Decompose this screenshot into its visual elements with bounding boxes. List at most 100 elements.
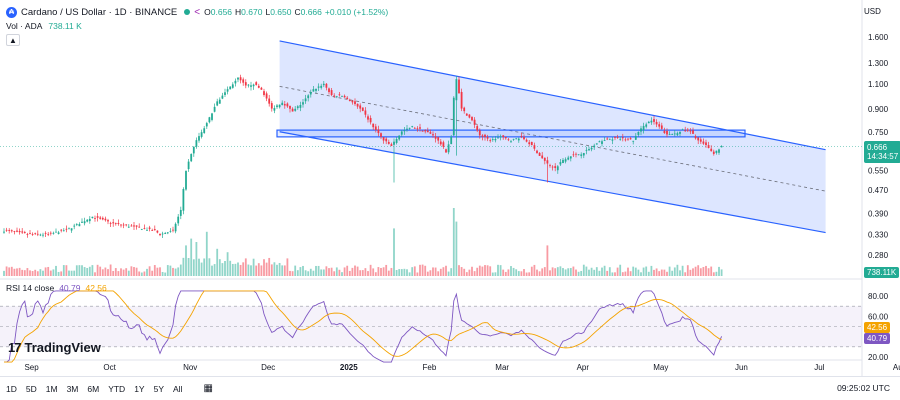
volume-bar xyxy=(55,265,57,276)
volume-bar xyxy=(234,263,237,276)
volume-bar xyxy=(156,267,159,276)
volume-bar xyxy=(411,267,414,276)
candle-body xyxy=(569,156,572,159)
volume-bar xyxy=(94,272,96,276)
volume-bar xyxy=(400,269,403,276)
volume-bar xyxy=(658,271,661,276)
volume-bar xyxy=(434,267,437,276)
volume-bar xyxy=(634,267,637,276)
timeframe-6m[interactable]: 6M xyxy=(87,383,100,394)
volume-legend: Vol · ADA 738.11 K xyxy=(6,21,82,31)
symbol-title[interactable]: Cardano / US Dollar · 1D · BINANCE xyxy=(21,6,178,18)
volume-bar xyxy=(304,270,307,276)
candle-body xyxy=(335,96,338,98)
candle-body xyxy=(473,119,476,125)
candle-body xyxy=(361,107,364,111)
volume-bar xyxy=(192,259,195,276)
volume-bar xyxy=(653,269,655,276)
currency-selector[interactable]: USD xyxy=(864,7,881,16)
candle-body xyxy=(562,159,564,164)
candle-body xyxy=(99,217,102,219)
volume-bar xyxy=(244,258,247,276)
volume-bar xyxy=(49,270,52,276)
calendar-icon[interactable]: ▦ xyxy=(203,383,213,394)
candle-body xyxy=(291,108,294,112)
timeframe-1d[interactable]: 1D xyxy=(6,383,17,394)
collapse-legend-button[interactable]: ▲ xyxy=(6,34,20,46)
volume-bar xyxy=(291,271,294,276)
volume-bar xyxy=(187,258,190,276)
volume-bar xyxy=(520,271,523,276)
candle-body xyxy=(395,138,398,143)
volume-bar xyxy=(569,268,572,276)
candle-body xyxy=(192,146,195,154)
timeframe-1m[interactable]: 1M xyxy=(45,383,58,394)
volume-bar xyxy=(403,268,406,276)
tradingview-logo[interactable]: 17 TradingView xyxy=(8,340,101,355)
volume-bar xyxy=(390,267,393,276)
timeframe-all[interactable]: All xyxy=(173,383,183,394)
candle-body xyxy=(582,153,585,156)
volume-bar xyxy=(138,271,141,276)
volume-bar xyxy=(312,270,315,276)
candle-body xyxy=(104,218,107,221)
candle-body xyxy=(107,220,109,222)
candle-body xyxy=(645,124,648,127)
candle-body xyxy=(510,141,512,143)
candle-body xyxy=(468,114,471,118)
volume-bar xyxy=(517,271,520,276)
rsi-ma-tag: 42.56 xyxy=(864,322,891,333)
candle-body xyxy=(23,232,26,234)
candle-body xyxy=(424,130,427,132)
volume-bar xyxy=(122,269,125,276)
volume-bar xyxy=(96,264,99,276)
volume-bar xyxy=(333,271,336,276)
timeframe-5y[interactable]: 5Y xyxy=(153,383,164,394)
time-tick-label: Feb xyxy=(423,363,437,372)
candle-body xyxy=(88,218,91,222)
candle-body xyxy=(47,233,50,235)
timeframe-3m[interactable]: 3M xyxy=(66,383,79,394)
candle-body xyxy=(673,133,676,135)
utc-clock[interactable]: 09:25:02 UTC xyxy=(837,383,890,393)
candle-body xyxy=(174,223,177,232)
timeframe-ytd[interactable]: YTD xyxy=(108,383,126,394)
volume-bar xyxy=(486,265,489,276)
volume-bar xyxy=(177,267,180,276)
tradingview-logo-text: TradingView xyxy=(24,340,101,355)
candle-body xyxy=(702,141,705,144)
volume-bar xyxy=(104,267,107,276)
candle-body xyxy=(211,113,213,120)
volume-bar xyxy=(484,265,486,276)
candle-body xyxy=(317,86,320,88)
candle-body xyxy=(146,229,148,231)
volume-bar xyxy=(515,269,518,276)
rsi-band xyxy=(0,306,862,347)
candle-body xyxy=(109,222,112,224)
share-icon[interactable]: < xyxy=(194,6,201,18)
volume-bar xyxy=(47,266,50,276)
price-tick-label: 1.300 xyxy=(868,59,889,68)
rsi-value-tag: 40.79 xyxy=(864,333,891,344)
timeframe-5d[interactable]: 5D xyxy=(25,383,37,394)
candle-body xyxy=(159,233,161,236)
candle-body xyxy=(268,98,271,104)
volume-bar xyxy=(172,267,174,276)
volume-bar xyxy=(354,265,356,276)
volume-bar xyxy=(481,266,484,276)
candle-body xyxy=(346,97,349,100)
candle-body xyxy=(62,230,65,232)
candle-body xyxy=(169,230,172,232)
candle-body xyxy=(575,153,577,155)
volume-bar xyxy=(543,267,546,276)
candle-body xyxy=(364,110,367,115)
timeframe-1y[interactable]: 1Y xyxy=(134,383,145,394)
candle-body xyxy=(151,230,154,231)
volume-bar xyxy=(109,264,112,276)
candle-body xyxy=(315,88,317,91)
volume-bar xyxy=(575,269,577,276)
volume-bar xyxy=(413,266,416,276)
candle-body xyxy=(694,136,697,139)
